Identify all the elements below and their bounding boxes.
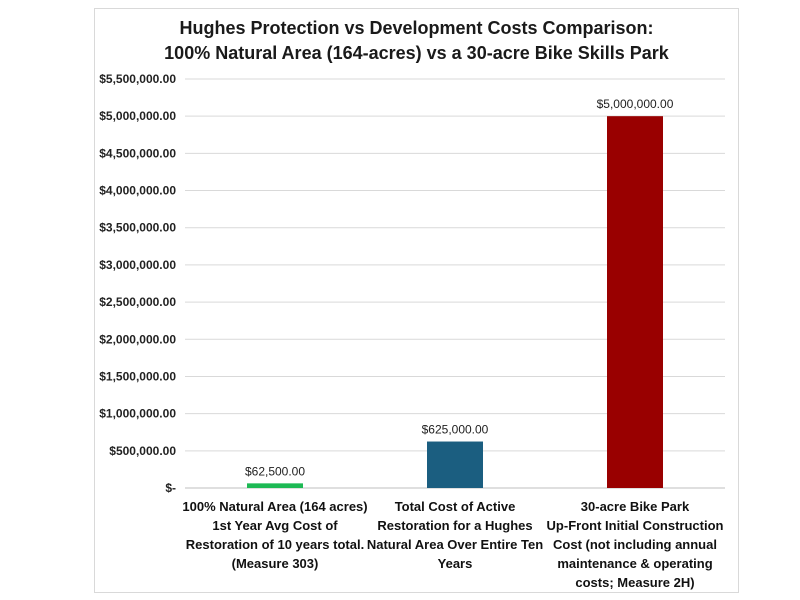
y-tick-label: $1,500,000.00	[99, 369, 176, 383]
category-label-line: Natural Area Over Entire Ten	[366, 537, 544, 552]
bar	[607, 116, 663, 488]
y-tick-label: $5,000,000.00	[99, 109, 176, 123]
chart-title-line2: 100% Natural Area (164-acres) vs a 30-ac…	[164, 43, 669, 63]
category-label-line: Restoration for a Hughes	[377, 518, 533, 533]
category-label-line: Total Cost of Active	[394, 499, 516, 514]
y-tick-label: $4,500,000.00	[99, 146, 176, 160]
y-tick-label: $-	[165, 481, 176, 495]
y-tick-label: $2,500,000.00	[99, 295, 176, 309]
chart-title-line1: Hughes Protection vs Development Costs C…	[179, 18, 654, 38]
category-label-line: 1st Year Avg Cost of	[212, 518, 338, 533]
category-label-line: Restoration of 10 years total.	[185, 537, 365, 552]
y-tick-label: $3,500,000.00	[99, 221, 176, 235]
data-label: $62,500.00	[245, 464, 305, 478]
category-label: 30-acre Bike Park Up-Front Initial Constr…	[540, 497, 730, 592]
y-tick-label: $1,000,000.00	[99, 407, 176, 421]
category-label-line: 30-acre Bike Park	[580, 499, 690, 514]
category-label-line: maintenance & operating	[557, 556, 713, 571]
chart-title: Hughes Protection vs Development Costs C…	[94, 16, 739, 66]
category-label-line: (Measure 303)	[231, 556, 319, 571]
y-tick-label: $3,000,000.00	[99, 258, 176, 272]
category-label-line: Up-Front Initial Construction	[546, 518, 724, 533]
category-label-line: Years	[437, 556, 473, 571]
category-label-line: Cost (not including annual	[553, 537, 717, 552]
data-label: $5,000,000.00	[597, 97, 674, 111]
y-tick-label: $2,000,000.00	[99, 332, 176, 346]
category-label: 100% Natural Area (164 acres) 1st Year Av…	[180, 497, 370, 573]
category-label: Total Cost of Active Restoration for a Hu…	[360, 497, 550, 573]
y-tick-label: $500,000.00	[109, 444, 176, 458]
category-label-line: costs; Measure 2H)	[575, 575, 695, 590]
data-label: $625,000.00	[422, 423, 489, 437]
category-label-line: 100% Natural Area (164 acres)	[182, 499, 368, 514]
bar	[247, 483, 303, 488]
bar	[427, 441, 483, 488]
y-tick-label: $5,500,000.00	[99, 72, 176, 86]
y-tick-label: $4,000,000.00	[99, 184, 176, 198]
